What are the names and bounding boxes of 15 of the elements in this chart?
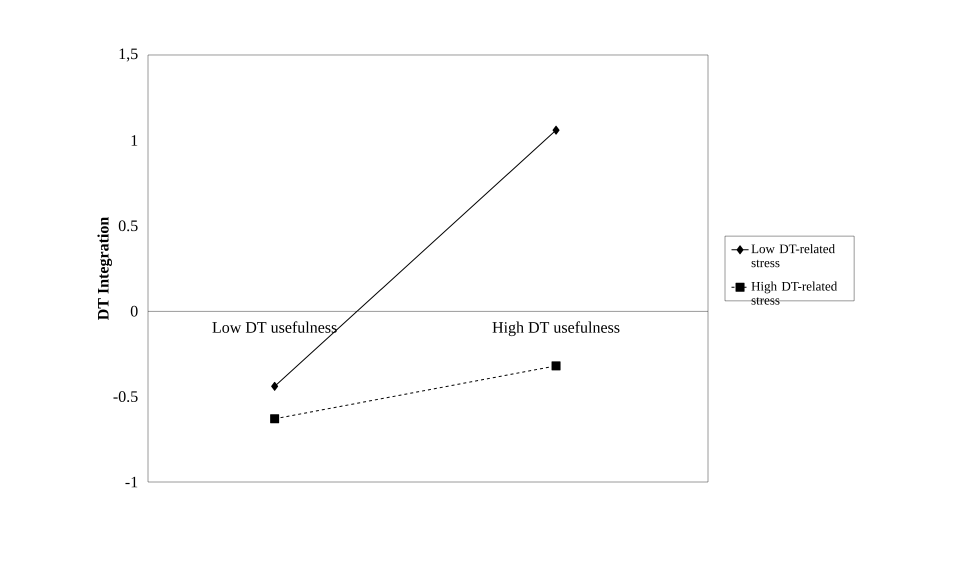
y-tick-label: 0.5 [118, 220, 138, 232]
point [552, 361, 561, 370]
point [552, 126, 560, 135]
legend-label: High DT-related stress [751, 282, 838, 305]
y-axis-title: DT Integration [97, 216, 112, 320]
point [271, 382, 278, 391]
y-tick-label: -0.5 [113, 391, 138, 402]
y-tick-label: 0 [130, 306, 138, 317]
y-tick-label: -1 [125, 476, 138, 488]
point [270, 414, 280, 424]
y-tick-label: 1 [132, 135, 138, 146]
x-tick-label: Low DT usefulness [212, 321, 337, 333]
y-tick-label: 1,5 [120, 48, 138, 62]
x-tick-label: High DT usefulness [492, 321, 620, 336]
legend-label: Low DT-related stress [751, 244, 835, 268]
